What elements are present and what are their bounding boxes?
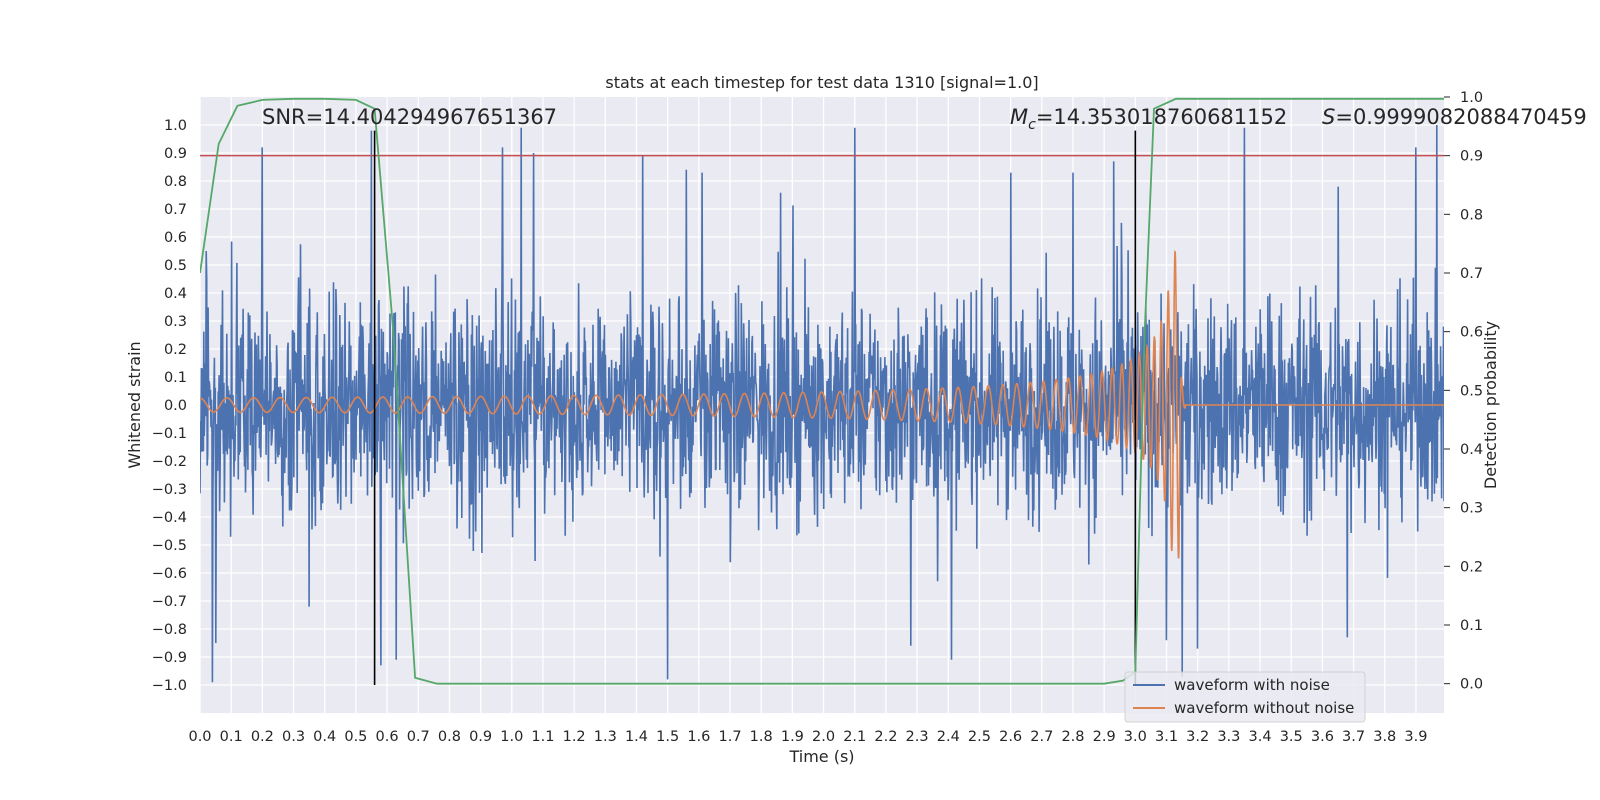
x-axis-label: Time (s) bbox=[788, 747, 854, 766]
s-symbol: S bbox=[1322, 105, 1335, 129]
x-tick-label: 3.0 bbox=[1124, 729, 1147, 745]
x-tick-label: 3.8 bbox=[1373, 729, 1396, 745]
x-tick-label: 2.1 bbox=[843, 729, 866, 745]
x-tick-label: 0.3 bbox=[282, 729, 305, 745]
y-left-tick-label: 1.0 bbox=[164, 118, 187, 134]
y-right-tick-label: 0.2 bbox=[1460, 559, 1483, 575]
y-left-tick-label: 0.7 bbox=[164, 202, 187, 218]
x-tick-label: 3.7 bbox=[1342, 729, 1365, 745]
chart-title: stats at each timestep for test data 131… bbox=[605, 73, 1038, 92]
series-waveform-with-noise bbox=[200, 124, 1444, 683]
x-tick-label: 1.5 bbox=[656, 729, 679, 745]
snr-annotation: SNR=14.404294967651367 bbox=[262, 105, 557, 129]
legend: waveform with noise waveform without noi… bbox=[1124, 671, 1366, 723]
y-right-tick-label: 1.0 bbox=[1460, 90, 1483, 106]
s-value: =0.9999082088470459 bbox=[1335, 105, 1586, 129]
series-waveform-without-noise bbox=[200, 250, 1444, 559]
y-left-tick-label: 0.0 bbox=[164, 398, 187, 414]
y-left-tick-label: −0.3 bbox=[152, 482, 187, 498]
x-tick-label: 2.0 bbox=[812, 729, 835, 745]
y-left-tick-label: −0.9 bbox=[152, 650, 187, 666]
x-tick-label: 2.7 bbox=[1030, 729, 1053, 745]
x-tick-label: 2.6 bbox=[999, 729, 1022, 745]
y-right-tick-label: 0.4 bbox=[1460, 442, 1483, 458]
x-tick-label: 0.5 bbox=[344, 729, 367, 745]
y-axis-right-ticks: 1.0 0.9 0.8 0.7 0.6 0.5 0.4 0.3 0.2 0.1 0.0 bbox=[1444, 90, 1483, 693]
y-left-tick-label: 0.2 bbox=[164, 342, 187, 358]
y-left-tick-label: −0.8 bbox=[152, 622, 187, 638]
mc-annotation: Mc=14.353018760681152 bbox=[1010, 105, 1287, 133]
y-right-tick-label: 0.1 bbox=[1460, 618, 1483, 634]
y-left-tick-label: −0.6 bbox=[152, 566, 187, 582]
y-left-tick-label: 0.3 bbox=[164, 314, 187, 330]
x-tick-label: 0.7 bbox=[407, 729, 430, 745]
s-annotation: S=0.9999082088470459 bbox=[1322, 105, 1587, 129]
x-tick-label: 0.6 bbox=[376, 729, 399, 745]
y-left-tick-label: −0.1 bbox=[152, 426, 187, 442]
x-tick-label: 2.5 bbox=[968, 729, 991, 745]
y-left-tick-label: 0.6 bbox=[164, 230, 187, 246]
mc-value: =14.353018760681152 bbox=[1036, 105, 1287, 129]
y-left-tick-label: −1.0 bbox=[152, 678, 187, 694]
y-left-tick-label: −0.2 bbox=[152, 454, 187, 470]
x-tick-label: 1.8 bbox=[750, 729, 773, 745]
y-right-tick-label: 0.6 bbox=[1460, 325, 1483, 341]
x-tick-label: 0.4 bbox=[313, 729, 336, 745]
y-left-tick-label: 0.9 bbox=[164, 146, 187, 162]
x-tick-label: 1.3 bbox=[594, 729, 617, 745]
y-right-tick-label: 0.9 bbox=[1460, 149, 1483, 165]
x-tick-label: 3.6 bbox=[1311, 729, 1334, 745]
x-tick-label: 1.7 bbox=[718, 729, 741, 745]
x-tick-label: 3.9 bbox=[1404, 729, 1427, 745]
y-left-tick-label: 0.8 bbox=[164, 174, 187, 190]
y-right-tick-label: 0.3 bbox=[1460, 501, 1483, 517]
x-tick-label: 1.9 bbox=[781, 729, 804, 745]
x-tick-label: 0.8 bbox=[438, 729, 461, 745]
x-tick-label: 1.0 bbox=[500, 729, 523, 745]
y-axis-right-label: Detection probability bbox=[1481, 321, 1500, 489]
legend-label-chirp: waveform without noise bbox=[1174, 699, 1354, 717]
y-right-tick-label: 0.5 bbox=[1460, 383, 1483, 399]
y-left-tick-label: 0.4 bbox=[164, 286, 187, 302]
y-left-tick-label: 0.1 bbox=[164, 370, 187, 386]
x-tick-label: 0.1 bbox=[220, 729, 243, 745]
x-tick-label: 1.1 bbox=[531, 729, 554, 745]
x-tick-label: 0.2 bbox=[251, 729, 274, 745]
x-tick-label: 2.3 bbox=[906, 729, 929, 745]
x-tick-label: 1.4 bbox=[625, 729, 648, 745]
x-tick-label: 2.8 bbox=[1061, 729, 1084, 745]
series-detection-probability bbox=[200, 97, 1444, 685]
x-axis-ticks: 0.0 0.1 0.2 0.3 0.4 0.5 0.6 0.7 0.8 0.9 1.0 1.1 1.2 1… bbox=[188, 729, 1427, 745]
mc-symbol: M bbox=[1010, 105, 1028, 129]
grid-y bbox=[200, 124, 1444, 686]
x-tick-label: 0.9 bbox=[469, 729, 492, 745]
x-tick-label: 2.9 bbox=[1093, 729, 1116, 745]
mc-subscript: c bbox=[1028, 117, 1036, 133]
y-left-tick-label: −0.4 bbox=[152, 510, 187, 526]
y-left-tick-label: 0.5 bbox=[164, 258, 187, 274]
x-tick-label: 2.2 bbox=[874, 729, 897, 745]
y-axis-left-label: Whitened strain bbox=[125, 341, 144, 468]
y-left-tick-label: −0.7 bbox=[152, 594, 187, 610]
x-tick-label: 2.4 bbox=[937, 729, 960, 745]
legend-box bbox=[1124, 671, 1366, 723]
x-tick-label: 1.6 bbox=[687, 729, 710, 745]
x-tick-label: 3.2 bbox=[1186, 729, 1209, 745]
x-tick-label: 3.5 bbox=[1280, 729, 1303, 745]
y-left-tick-label: −0.5 bbox=[152, 538, 187, 554]
x-tick-label: 0.0 bbox=[188, 729, 211, 745]
y-axis-left-ticks: 1.0 0.9 0.8 0.7 0.6 0.5 0.4 0.3 0.2 0.1 0.0 −0.1 −0.… bbox=[152, 118, 187, 694]
legend-label-noise: waveform with noise bbox=[1174, 676, 1330, 694]
x-tick-label: 3.3 bbox=[1217, 729, 1240, 745]
x-tick-label: 1.2 bbox=[563, 729, 586, 745]
y-right-tick-label: 0.0 bbox=[1460, 677, 1483, 693]
x-tick-label: 3.4 bbox=[1249, 729, 1272, 745]
y-right-tick-label: 0.7 bbox=[1460, 266, 1483, 282]
x-tick-label: 3.1 bbox=[1155, 729, 1178, 745]
y-right-tick-label: 0.8 bbox=[1460, 207, 1483, 223]
